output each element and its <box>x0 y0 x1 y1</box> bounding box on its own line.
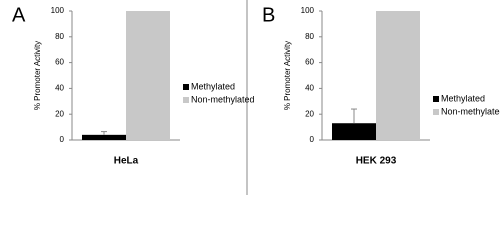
legend-label: Methylated <box>191 81 235 91</box>
y-tick-label: 40 <box>305 84 314 93</box>
y-tick-label: 100 <box>51 6 65 15</box>
bar <box>82 134 126 140</box>
legend-swatch <box>433 96 439 102</box>
y-tick-label: 100 <box>301 6 315 15</box>
y-tick-label: 80 <box>305 32 314 41</box>
panel-label: B <box>262 4 275 26</box>
legend-label: Non-methylated <box>191 94 255 104</box>
y-axis-label: % Promoter Activity <box>33 41 42 110</box>
y-tick-label: 20 <box>305 109 314 118</box>
bar <box>376 11 420 140</box>
legend-swatch <box>183 97 189 103</box>
bar <box>126 11 170 140</box>
y-tick-label: 60 <box>305 58 314 67</box>
legend-swatch <box>433 109 439 115</box>
y-tick-label: 20 <box>55 109 64 118</box>
figure: A % Promoter Activity 0 20 40 60 80 100 HeLa Meth… <box>12 0 500 195</box>
y-axis-label: % Promoter Activity <box>283 41 292 110</box>
y-tick-label: 80 <box>55 32 64 41</box>
y-tick-label: 0 <box>60 135 65 144</box>
legend-swatch <box>183 84 189 90</box>
x-category-label: HeLa <box>114 156 139 167</box>
y-tick-label: 0 <box>310 135 315 144</box>
x-category-label: HEK 293 <box>356 156 397 167</box>
y-tick-label: 60 <box>55 58 64 67</box>
y-tick-label: 40 <box>55 84 64 93</box>
legend-label: Methylated <box>441 93 485 103</box>
panel-label: A <box>12 4 26 26</box>
legend-label: Non-methylated <box>441 106 500 116</box>
bar <box>332 123 376 140</box>
